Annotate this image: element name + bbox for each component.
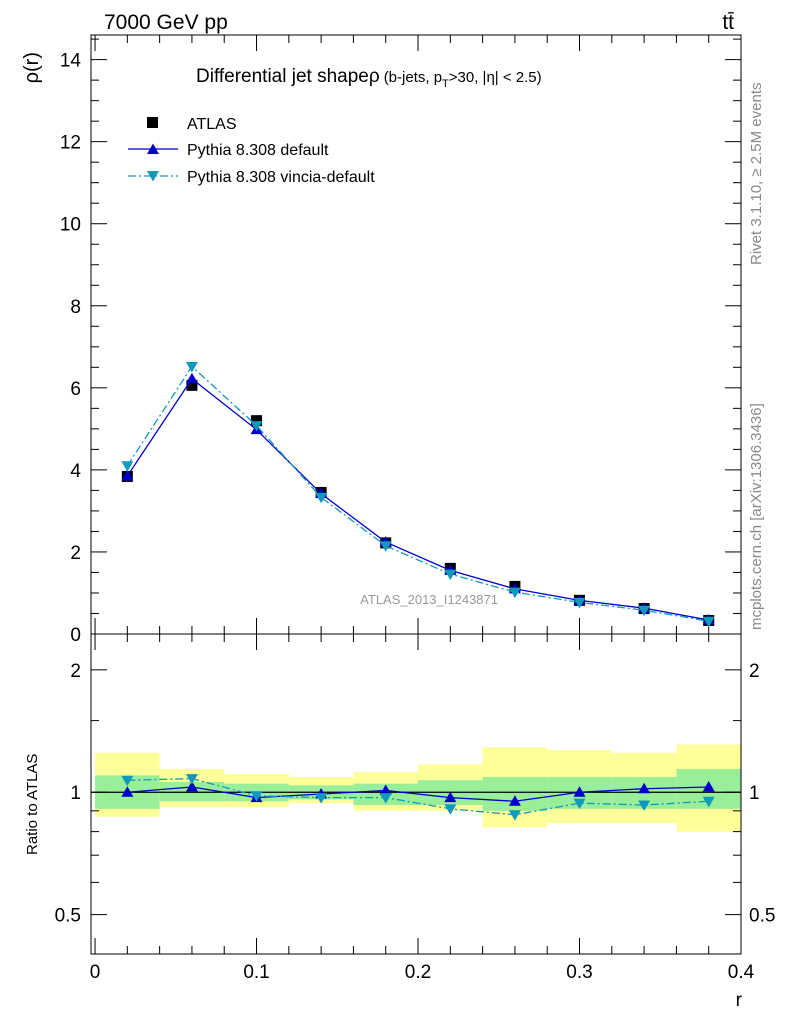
ratio-y-tick-label-right: 0.5	[749, 906, 775, 927]
ratio-pythia-vincia-point	[508, 810, 521, 821]
pythia-vincia-point	[573, 597, 586, 609]
y-tick-label: 2	[70, 543, 81, 564]
legend-marker-atlas	[147, 117, 158, 128]
uncertainty-band-inner	[159, 781, 225, 802]
pythia-vincia-point	[444, 569, 457, 581]
legend-label-atlas: ATLAS	[187, 116, 237, 133]
ratio-pythia-vincia-point	[638, 800, 651, 812]
ratio-pythia-vincia-point	[121, 775, 134, 787]
pythia-vincia-point	[379, 541, 392, 552]
ratio-panel: 0.5 0.5 1 1 2 2 0 0.1 0.2 0.3 0.4 Ratio to ATLAS r	[24, 633, 775, 1011]
mcplots-credit-label: mcplots.cern.ch [arXiv:1306.3436]	[748, 403, 765, 630]
pythia-vincia-point	[638, 605, 651, 617]
rivet-version-label: Rivet 3.1.10, ≥ 2.5M events	[748, 83, 765, 266]
ratio-y-tick-label-right: 2	[749, 661, 760, 682]
y-tick-label: 0	[70, 625, 81, 646]
pythia-vincia-line	[126, 365, 709, 622]
x-tick-label: 0.4	[728, 962, 755, 983]
y-tick-label: 14	[60, 51, 82, 72]
collision-label: 7000 GeV pp	[104, 11, 228, 34]
ratio-pythia-vincia-point	[315, 793, 328, 804]
x-tick-label: 0.1	[243, 962, 269, 983]
pythia-default-line	[126, 377, 709, 621]
pythia-vincia-point	[185, 362, 198, 373]
ratio-y-tick-label-right: 1	[749, 783, 760, 804]
process-label: tt̄	[722, 11, 734, 34]
plot-title: Differential jet shapeρ (b-jets, pT>30, |…	[196, 66, 542, 90]
y-tick-label: 4	[70, 461, 81, 482]
ratio-pythia-default-line	[127, 786, 709, 802]
ratio-pythia-vincia-point	[185, 774, 198, 785]
ratio-pythia-default-point	[444, 791, 457, 803]
y-tick-label: 10	[60, 215, 81, 236]
ratio-y-tick-label: 1	[70, 783, 81, 804]
y-tick-label: 6	[70, 379, 81, 400]
ratio-pythia-default-point	[573, 786, 586, 797]
ratio-pythia-vincia-point	[444, 804, 457, 815]
atlas-data-point	[251, 415, 263, 427]
ratio-pythia-vincia-point	[379, 793, 392, 804]
ratio-pythia-default-point	[379, 784, 392, 795]
pythia-vincia-point	[315, 492, 328, 504]
ratio-pythia-default-point	[702, 780, 715, 792]
ratio-frame	[90, 633, 742, 955]
pythia-vincia-point	[121, 461, 134, 472]
y-tick-label: 12	[60, 133, 81, 154]
legend: ATLAS Pythia 8.308 default Pythia 8.308 …	[128, 116, 375, 186]
pythia-vincia-point	[702, 616, 715, 628]
legend-marker-vincia	[147, 171, 159, 182]
ratio-y-tick-label: 0.5	[55, 906, 81, 927]
pythia-vincia-point	[250, 421, 263, 432]
ratio-y-axis-label: Ratio to ATLAS	[24, 754, 41, 855]
ratio-pythia-vincia-point	[250, 791, 263, 802]
atlas-data-point	[186, 379, 198, 391]
x-tick-label: 0.2	[405, 962, 431, 983]
pythia-default-point	[185, 372, 198, 384]
legend-marker-default	[147, 143, 159, 154]
ratio-pythia-default-point	[121, 786, 134, 797]
analysis-watermark: ATLAS_2013_I1243871	[360, 592, 498, 607]
ratio-pythia-vincia-line	[127, 777, 709, 816]
legend-label-vincia: Pythia 8.308 vincia-default	[187, 169, 375, 186]
ratio-y-tick-label: 2	[70, 661, 81, 682]
ratio-pythia-vincia-point	[702, 796, 715, 808]
y-axis-label: ρ(r)	[21, 52, 43, 83]
x-tick-label: 0	[90, 962, 101, 983]
y-tick-label: 8	[70, 297, 81, 318]
ratio-pythia-default-point	[185, 780, 198, 792]
pythia-vincia-point	[508, 587, 521, 599]
ratio-pythia-default-point	[508, 795, 521, 806]
x-tick-label: 0.3	[566, 962, 592, 983]
ratio-pythia-vincia-point	[573, 798, 586, 810]
pythia-default-point	[121, 470, 134, 481]
ratio-pythia-default-point	[638, 782, 651, 794]
x-axis-label: r	[736, 990, 743, 1011]
main-panel: 0 2 4 6 8 10 12 14 Differential jet shapeρ (b-je…	[21, 34, 742, 646]
legend-label-default: Pythia 8.308 default	[187, 142, 329, 159]
